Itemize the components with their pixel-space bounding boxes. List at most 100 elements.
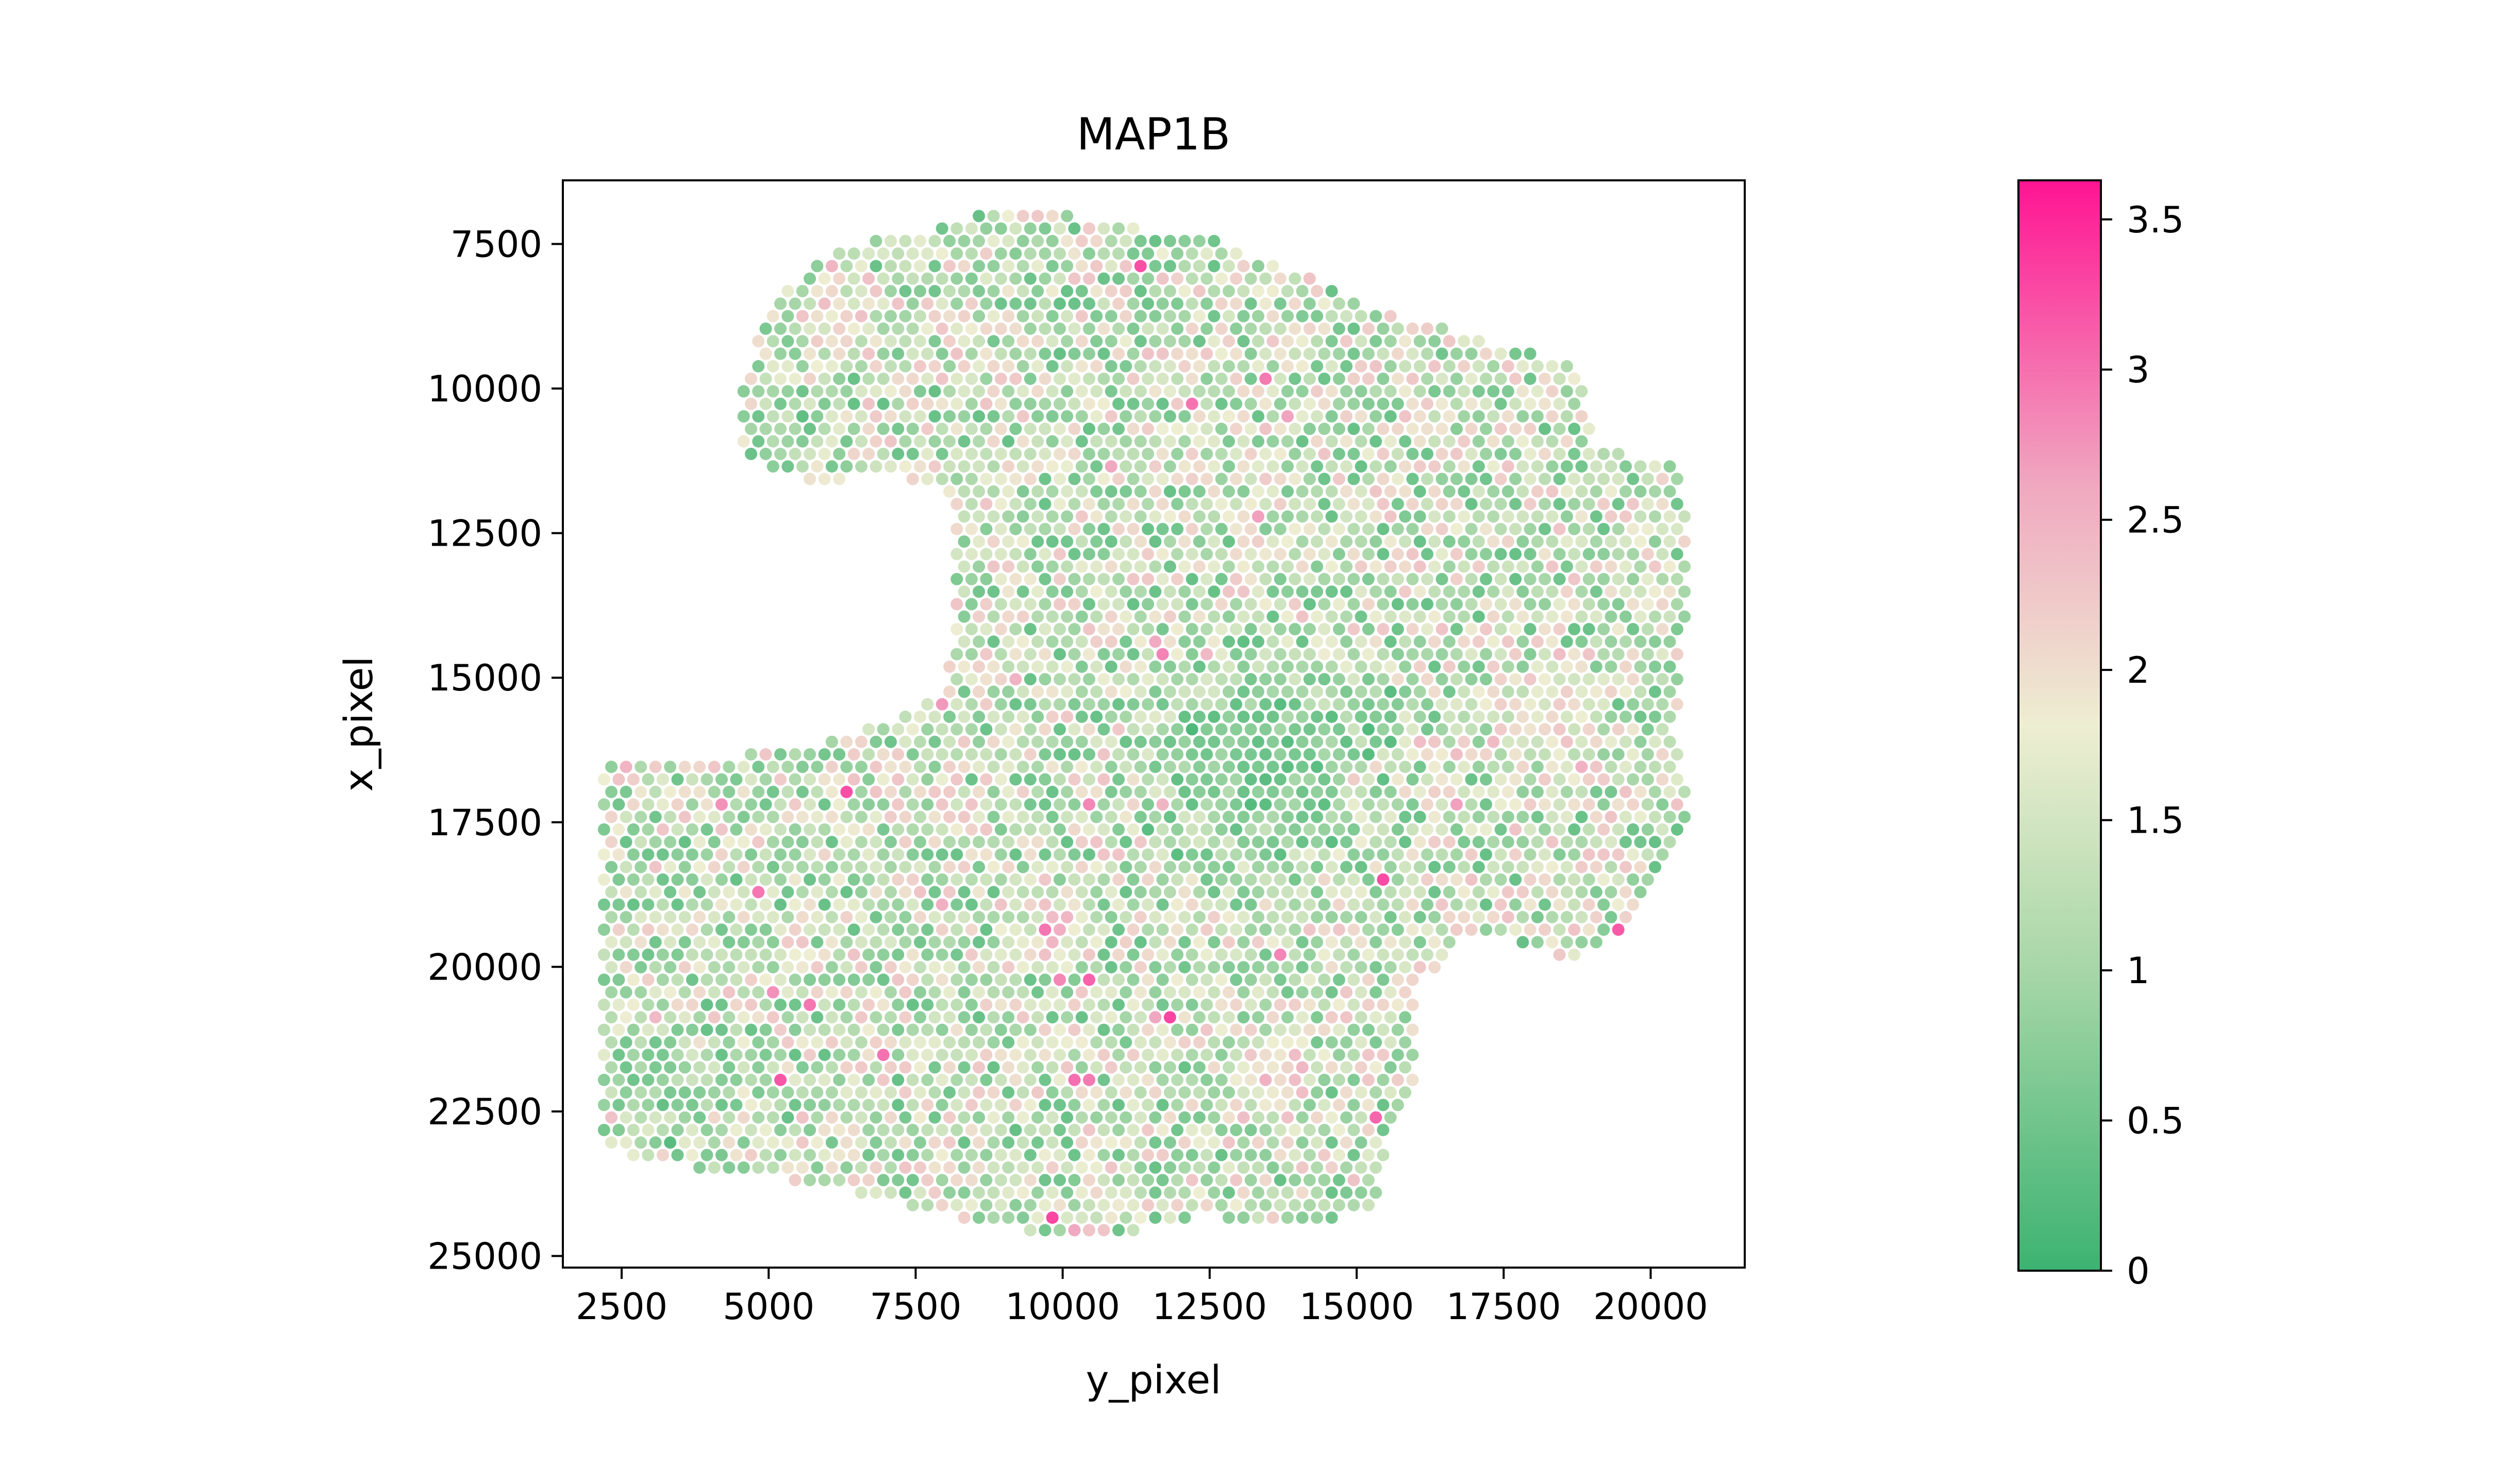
data-point	[870, 961, 882, 974]
data-point	[1480, 698, 1492, 711]
data-point	[811, 785, 824, 798]
data-point	[1465, 473, 1478, 485]
data-point	[1075, 811, 1088, 823]
data-point	[1318, 297, 1331, 310]
data-point	[1105, 485, 1117, 498]
data-point	[1362, 1099, 1375, 1111]
data-point	[825, 861, 838, 873]
data-point	[1413, 535, 1426, 548]
data-point	[1142, 923, 1155, 936]
data-point	[1149, 685, 1162, 698]
data-point	[1311, 385, 1324, 398]
data-point	[840, 986, 853, 999]
data-point	[1039, 848, 1051, 861]
data-point	[899, 861, 912, 873]
data-point	[1075, 585, 1088, 598]
data-point	[1274, 572, 1287, 585]
data-point	[1303, 948, 1316, 961]
data-point	[1039, 973, 1051, 986]
data-point	[825, 335, 838, 348]
data-point	[789, 999, 801, 1011]
data-point	[1311, 910, 1324, 923]
data-point	[1531, 435, 1544, 448]
data-point	[914, 460, 926, 473]
data-point	[1068, 347, 1081, 360]
data-point	[847, 748, 860, 761]
data-point	[1185, 1073, 1198, 1086]
data-point	[1347, 498, 1360, 511]
data-point	[1215, 347, 1228, 360]
data-point	[1127, 1174, 1140, 1187]
data-point	[1465, 598, 1478, 611]
data-point	[1406, 673, 1419, 686]
data-point	[1560, 711, 1573, 723]
data-point	[928, 785, 941, 798]
data-point	[1097, 723, 1110, 736]
data-point	[1120, 660, 1132, 673]
data-point	[700, 999, 713, 1011]
data-point	[1215, 723, 1228, 736]
data-point	[818, 948, 831, 961]
data-point	[1494, 648, 1507, 661]
data-point	[1223, 1161, 1235, 1174]
data-point	[1083, 222, 1095, 235]
data-point	[1355, 785, 1367, 798]
data-point	[1120, 1036, 1132, 1049]
data-point	[1127, 723, 1140, 736]
data-point	[1355, 310, 1367, 323]
data-point	[1281, 986, 1294, 999]
data-point	[1458, 435, 1471, 448]
data-point	[1112, 823, 1125, 836]
data-point	[781, 335, 794, 348]
data-point	[789, 823, 801, 836]
data-point	[877, 447, 890, 460]
data-point	[833, 247, 846, 260]
data-point	[752, 961, 765, 974]
data-point	[1223, 861, 1235, 873]
data-point	[936, 723, 948, 736]
data-point	[1413, 485, 1426, 498]
data-point	[1472, 836, 1485, 849]
data-point	[1362, 1073, 1375, 1086]
data-point	[1068, 923, 1081, 936]
data-point	[1039, 397, 1051, 410]
data-point	[1590, 485, 1602, 498]
data-point	[1472, 485, 1485, 498]
data-point	[1355, 460, 1367, 473]
data-point	[1384, 460, 1397, 473]
data-point	[1443, 861, 1456, 873]
data-point	[1524, 397, 1537, 410]
data-point	[1362, 723, 1375, 736]
data-point	[1230, 447, 1243, 460]
data-point	[1193, 761, 1206, 773]
data-point	[1340, 635, 1353, 648]
data-point	[1215, 1149, 1228, 1161]
data-point	[914, 761, 926, 773]
data-point	[1274, 1023, 1287, 1036]
data-point	[1311, 460, 1324, 473]
data-point	[1524, 347, 1537, 360]
data-point	[855, 435, 867, 448]
data-point	[1560, 635, 1573, 648]
data-point	[825, 1036, 838, 1049]
data-point	[1516, 910, 1529, 923]
data-point	[1046, 735, 1059, 748]
data-point	[818, 373, 831, 385]
data-point	[1318, 1099, 1331, 1111]
data-point	[656, 1073, 669, 1086]
data-point	[1560, 761, 1573, 773]
data-point	[965, 973, 978, 986]
data-point	[950, 973, 963, 986]
data-point	[1443, 685, 1456, 698]
data-point	[965, 898, 978, 911]
data-point	[634, 886, 647, 899]
data-point	[1384, 986, 1397, 999]
data-point	[1149, 510, 1162, 523]
data-point	[1112, 623, 1125, 635]
data-point	[1325, 460, 1338, 473]
data-point	[1178, 335, 1191, 348]
data-point	[1450, 548, 1463, 561]
data-point	[766, 811, 779, 823]
data-point	[1384, 560, 1397, 573]
data-point	[958, 234, 971, 247]
